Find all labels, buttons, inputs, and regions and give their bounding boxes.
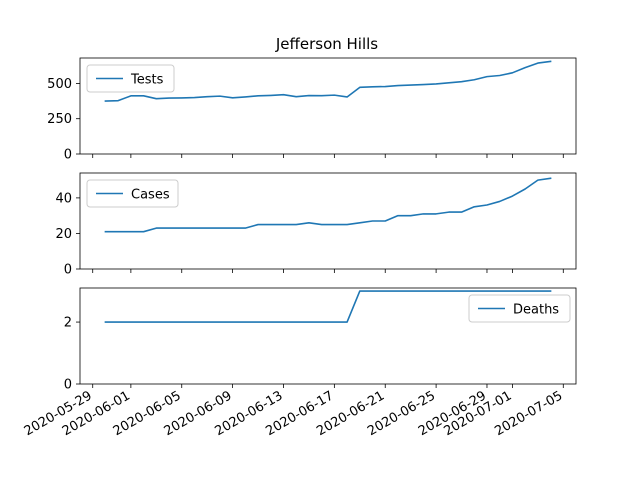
legend-label-deaths: Deaths [513, 302, 559, 317]
series-line-deaths [104, 290, 552, 323]
legend-tests: Tests [86, 64, 175, 93]
y-tick-label-deaths: 2 [64, 316, 72, 331]
legend-cases: Cases [86, 179, 179, 208]
y-tick-label-cases: 20 [55, 227, 72, 242]
series-line-cases [104, 177, 552, 233]
panel-deaths: 0 2 Deaths [64, 287, 577, 393]
y-tick-label-cases: 0 [64, 263, 72, 278]
plot-frame-cases [79, 172, 577, 270]
panel-tests: 0 250 500 Tests [47, 57, 577, 163]
chart-title: Jefferson Hills [275, 35, 378, 53]
legend-label-tests: Tests [130, 72, 164, 87]
y-tick-label-deaths: 0 [64, 378, 72, 393]
plot-frame-deaths [79, 287, 577, 385]
legend-deaths: Deaths [468, 294, 571, 323]
legend-box-cases [86, 179, 179, 208]
panel-cases: 0 20 40 Cases [55, 172, 577, 278]
legend-label-cases: Cases [131, 187, 170, 202]
legend-box-tests [86, 64, 175, 93]
panels-layer: 0 250 500 Tests 0 20 40 Cases 0 2 Deaths [47, 57, 577, 393]
y-tick-label-tests: 250 [47, 112, 72, 127]
series-line-tests [104, 60, 552, 102]
plot-frame-tests [79, 57, 577, 155]
y-tick-label-cases: 40 [55, 191, 72, 206]
legend-box-deaths [468, 294, 571, 323]
y-tick-label-tests: 0 [64, 148, 72, 163]
y-tick-label-tests: 500 [47, 77, 72, 92]
